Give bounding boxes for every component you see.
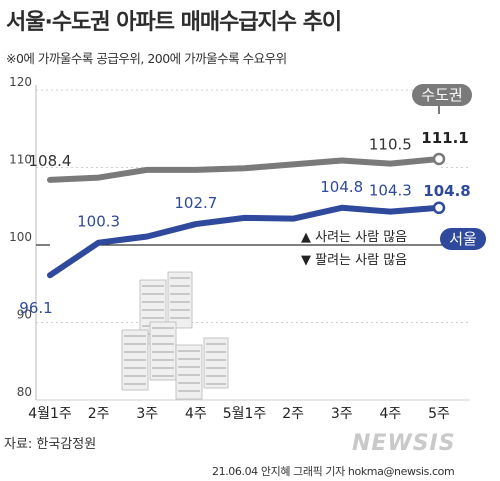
series-group bbox=[47, 152, 446, 279]
data-labels: 108.4 110.5 111.1 96.1 100.3 102.7 104.8 104.3 1… bbox=[19, 129, 470, 317]
x-tick-label: 3주 bbox=[331, 406, 353, 422]
series-line-capital bbox=[47, 155, 442, 183]
building-shape bbox=[167, 271, 193, 329]
y-tick-label: 120 bbox=[9, 75, 32, 89]
legend-label: 서울 bbox=[449, 230, 477, 248]
y-tick-label: 90 bbox=[17, 308, 32, 322]
data-label: 100.3 bbox=[77, 213, 120, 231]
chart-title: 서울·수도권 아파트 매매수급지수 추이 bbox=[6, 10, 342, 35]
x-tick-label: 4주 bbox=[185, 406, 207, 422]
chart-subtitle: ※0에 가까울수록 공급우위, 200에 가까울수록 수요우위 bbox=[6, 51, 287, 66]
x-tick-label: 2주 bbox=[88, 406, 110, 422]
x-axis: 4월1주 2주 3주 4주 5월1주 2주 3주 4주 5주 bbox=[28, 406, 450, 422]
credit-line: 21.06.04 안지혜 그래픽 기자 hokma@newsis.com bbox=[212, 465, 455, 478]
apartment-buildings-icon bbox=[121, 271, 229, 400]
data-label: 111.1 bbox=[421, 129, 468, 147]
x-tick-label: 5주 bbox=[428, 406, 450, 422]
data-label: 104.8 bbox=[320, 178, 363, 196]
series-line-seoul bbox=[47, 204, 442, 279]
legend-label: 수도권 bbox=[421, 86, 462, 104]
x-tick-label: 4월1주 bbox=[28, 406, 72, 422]
data-label: 108.4 bbox=[29, 152, 72, 170]
data-label: 104.3 bbox=[369, 182, 412, 200]
x-tick-label: 4주 bbox=[379, 406, 401, 422]
x-tick-label: 5월1주 bbox=[223, 406, 267, 422]
data-label: 110.5 bbox=[369, 136, 412, 154]
source-note: 자료: 한국감정원 bbox=[4, 437, 97, 452]
end-point-marker bbox=[432, 201, 446, 215]
legend-tag bbox=[440, 228, 486, 250]
data-label: 102.7 bbox=[174, 194, 217, 212]
data-label: 104.8 bbox=[423, 182, 470, 200]
legend-tag bbox=[412, 84, 472, 106]
y-tick-label: 110 bbox=[9, 153, 32, 167]
building-shape bbox=[203, 337, 229, 389]
end-point-marker bbox=[432, 152, 446, 166]
note-up: ▲ 사려는 사람 많음 bbox=[301, 230, 407, 245]
x-tick-label: 3주 bbox=[136, 406, 158, 422]
data-label: 96.1 bbox=[19, 299, 52, 317]
watermark-logo: NEWSIS bbox=[352, 431, 456, 456]
y-tick-label: 100 bbox=[9, 230, 32, 244]
note-down: ▼ 팔려는 사람 많음 bbox=[301, 253, 407, 268]
x-tick-label: 2주 bbox=[282, 406, 304, 422]
y-tick-label: 80 bbox=[17, 385, 32, 399]
